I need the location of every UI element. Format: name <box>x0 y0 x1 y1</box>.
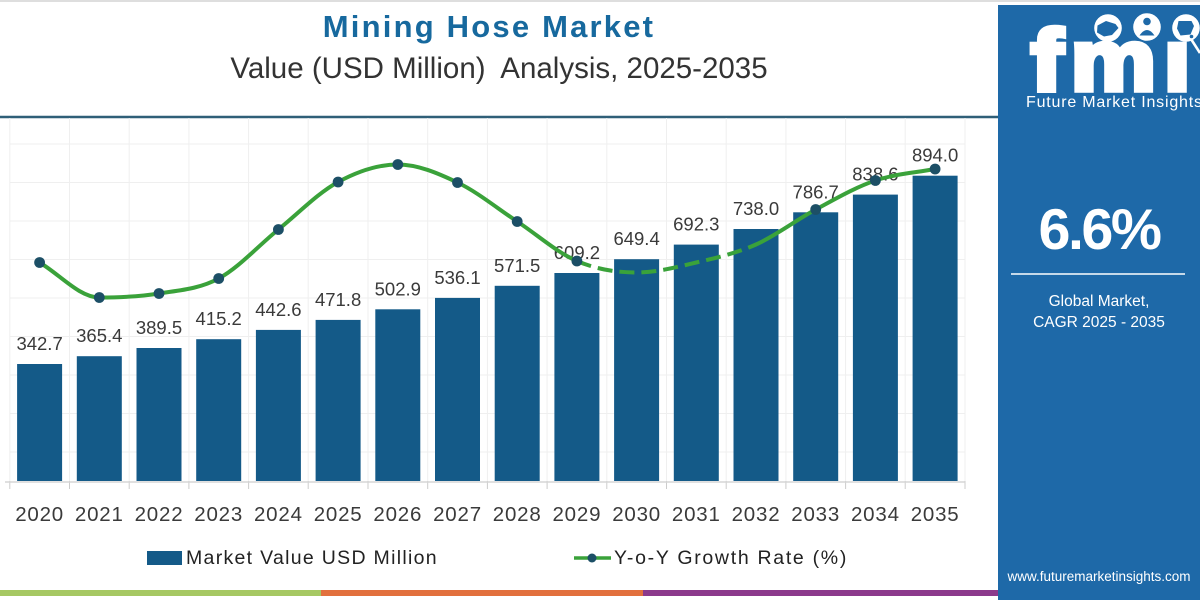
svg-text:2032: 2032 <box>732 503 781 526</box>
svg-text:2024: 2024 <box>254 503 303 526</box>
svg-text:2030: 2030 <box>612 503 661 526</box>
svg-text:2025: 2025 <box>314 503 363 526</box>
svg-text:2028: 2028 <box>493 503 542 526</box>
svg-text:442.6: 442.6 <box>255 299 301 320</box>
svg-text:738.0: 738.0 <box>733 198 779 219</box>
svg-text:Y-o-Y Growth Rate (%): Y-o-Y Growth Rate (%) <box>614 547 848 569</box>
svg-text:2029: 2029 <box>552 503 601 526</box>
svg-text:536.1: 536.1 <box>434 267 480 288</box>
svg-text:838.6: 838.6 <box>852 164 898 185</box>
svg-text:2035: 2035 <box>911 503 960 526</box>
svg-text:389.5: 389.5 <box>136 317 182 338</box>
svg-text:2026: 2026 <box>373 503 422 526</box>
svg-text:Market Value USD Million: Market Value USD Million <box>186 547 438 569</box>
svg-text:786.7: 786.7 <box>793 181 839 202</box>
svg-text:2023: 2023 <box>194 503 243 526</box>
svg-text:2033: 2033 <box>791 503 840 526</box>
svg-text:649.4: 649.4 <box>613 228 659 249</box>
svg-text:2027: 2027 <box>433 503 482 526</box>
svg-text:365.4: 365.4 <box>76 325 122 346</box>
svg-text:502.9: 502.9 <box>375 278 421 299</box>
svg-text:692.3: 692.3 <box>673 214 719 235</box>
svg-text:415.2: 415.2 <box>196 308 242 329</box>
svg-text:342.7: 342.7 <box>16 333 62 354</box>
svg-text:2021: 2021 <box>75 503 124 526</box>
svg-text:2020: 2020 <box>15 503 64 526</box>
svg-text:609.2: 609.2 <box>554 242 600 263</box>
svg-text:2022: 2022 <box>135 503 184 526</box>
svg-text:471.8: 471.8 <box>315 289 361 310</box>
svg-text:571.5: 571.5 <box>494 255 540 276</box>
svg-text:2034: 2034 <box>851 503 900 526</box>
svg-text:2031: 2031 <box>672 503 721 526</box>
svg-text:894.0: 894.0 <box>912 145 958 166</box>
